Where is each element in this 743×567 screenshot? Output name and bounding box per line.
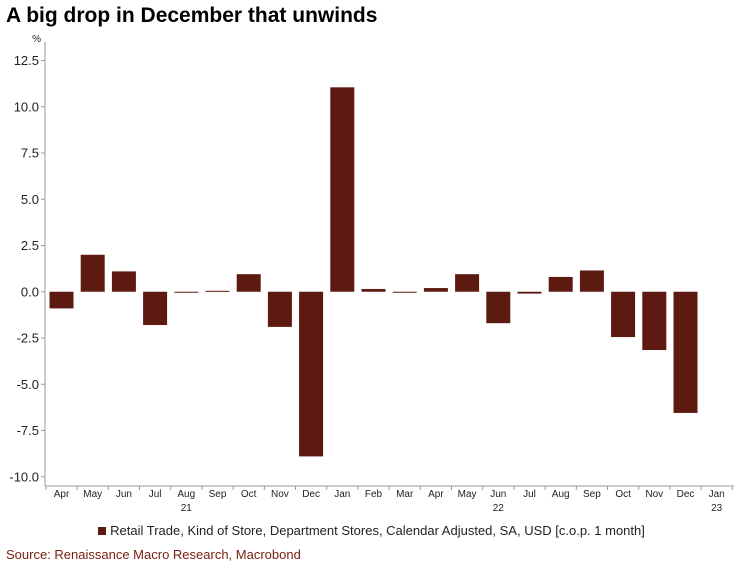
x-tick-label: Nov (645, 489, 663, 500)
x-tick-label: Dec (677, 489, 695, 500)
bar (111, 271, 136, 292)
x-tick-label: Jul (149, 489, 162, 500)
bar (579, 270, 604, 292)
bar (299, 291, 324, 457)
x-tick-label: Jun (490, 489, 506, 500)
x-tick-label: Nov (271, 489, 289, 500)
bar (143, 291, 168, 326)
x-tick-label: Dec (302, 489, 320, 500)
x-tick-label: Oct (241, 489, 257, 500)
x-year-label: 22 (493, 503, 505, 514)
x-tick-label: Mar (396, 489, 414, 500)
bar (361, 288, 386, 292)
x-tick-label: May (458, 489, 477, 500)
x-tick-label: Jan (709, 489, 725, 500)
x-tick-label: Aug (552, 489, 570, 500)
x-tick-label: Jan (334, 489, 350, 500)
bar (517, 291, 542, 294)
y-tick-label: -2.5 (17, 331, 39, 346)
x-tick-label: Sep (583, 489, 601, 500)
bar (80, 254, 105, 292)
bar (392, 291, 417, 293)
bar (174, 291, 199, 293)
y-tick-label: 2.5 (21, 238, 39, 253)
x-tick-label: Oct (615, 489, 631, 500)
x-year-label: 21 (181, 503, 193, 514)
source-note: Source: Renaissance Macro Research, Macr… (6, 547, 301, 562)
x-tick-label: Aug (177, 489, 195, 500)
x-tick-label: May (83, 489, 102, 500)
bar (49, 291, 74, 309)
y-tick-label: 0.0 (21, 284, 39, 299)
y-tick-label: 5.0 (21, 192, 39, 207)
bar (548, 276, 573, 292)
legend-swatch (98, 527, 107, 535)
bar (673, 291, 698, 413)
x-tick-label: Sep (209, 489, 227, 500)
x-tick-label: Apr (54, 489, 70, 500)
bar (205, 290, 230, 292)
bar (455, 274, 480, 292)
x-tick-label: Feb (365, 489, 383, 500)
y-tick-label: 7.5 (21, 146, 39, 161)
chart-legend: Retail Trade, Kind of Store, Department … (0, 523, 743, 538)
x-tick-label: Apr (428, 489, 444, 500)
chart-title: A big drop in December that unwinds (6, 4, 378, 27)
bar (486, 291, 511, 324)
y-tick-label: 12.5 (14, 53, 39, 68)
legend-label: Retail Trade, Kind of Store, Department … (110, 523, 645, 538)
y-unit-label: % (32, 34, 41, 45)
x-tick-label: Jul (523, 489, 536, 500)
y-tick-label: -10.0 (9, 469, 39, 484)
y-tick-label: -7.5 (17, 423, 39, 438)
y-tick-label: -5.0 (17, 377, 39, 392)
x-tick-label: Jun (116, 489, 132, 500)
bar (267, 291, 292, 327)
bar (330, 87, 355, 292)
bar (423, 288, 448, 292)
y-tick-label: 10.0 (14, 99, 39, 114)
x-year-label: 23 (711, 503, 723, 514)
bar (611, 291, 636, 338)
bar (236, 274, 261, 292)
bar (642, 291, 667, 351)
